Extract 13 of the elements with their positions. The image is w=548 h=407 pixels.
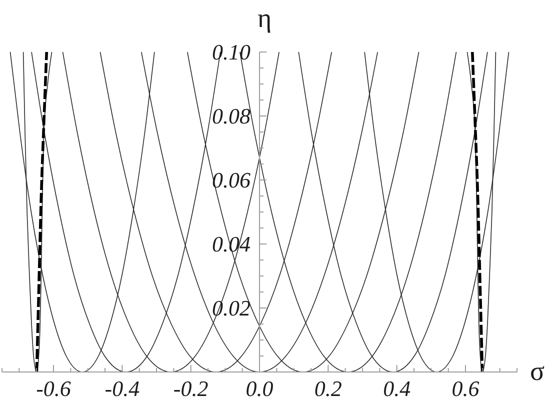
line-series [470,52,484,372]
y-axis-title: η [257,3,272,33]
x-tick-label: 0.4 [383,376,411,401]
x-axis-title: σ [530,356,545,386]
x-tick-label: -0.6 [36,376,71,401]
x-tick-label: -0.2 [173,376,208,401]
x-tick-label: 0.6 [452,376,480,401]
y-tick-label: 0.08 [212,104,250,129]
x-tick-label: 0.2 [314,376,342,401]
x-tick-label: -0.4 [104,376,140,401]
line-series [35,52,48,372]
y-tick-label: 0.10 [212,40,250,65]
x-tick-label: 0.0 [246,376,274,401]
